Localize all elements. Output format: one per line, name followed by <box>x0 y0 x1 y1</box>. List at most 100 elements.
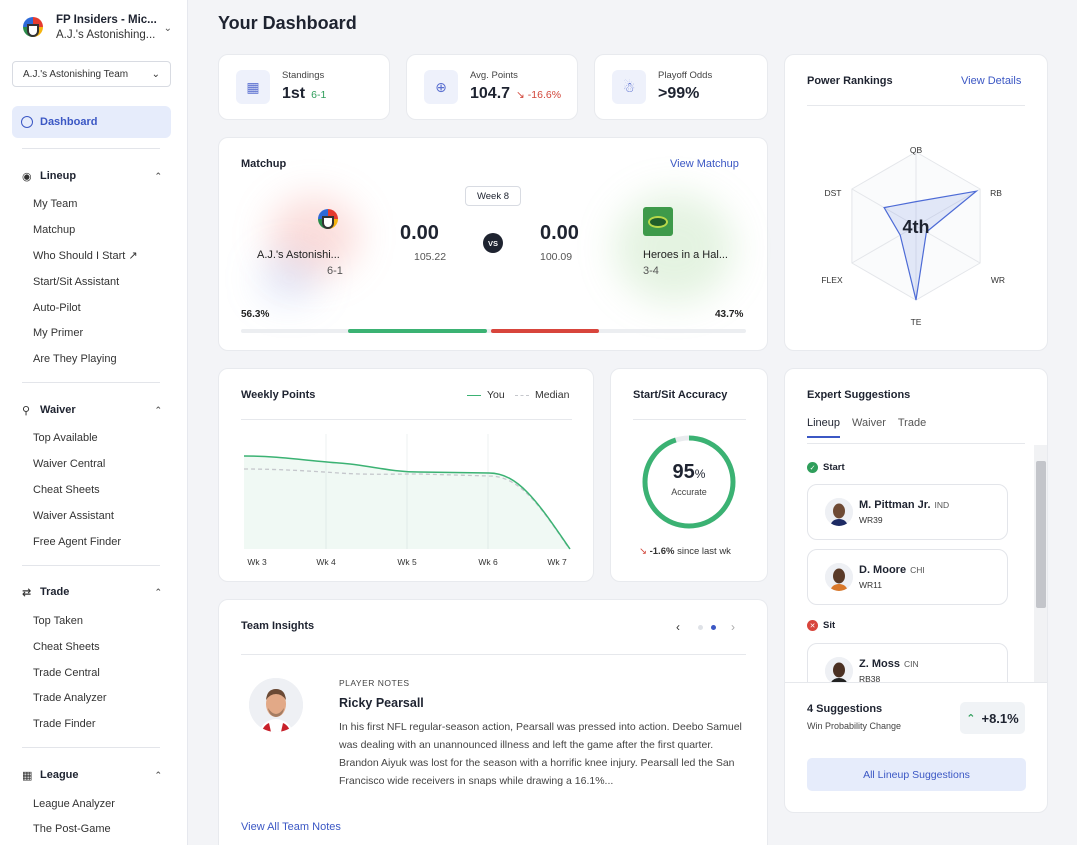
glow <box>269 196 359 276</box>
accuracy-number: 95 <box>672 461 695 483</box>
player-position-rank: WR11 <box>859 580 882 590</box>
view-all-team-notes-link[interactable]: View All Team Notes <box>241 821 341 833</box>
sidebar-item-waiver-assistant[interactable]: Waiver Assistant <box>33 510 114 522</box>
view-details-link[interactable]: View Details <box>961 75 1022 87</box>
player-notes-label: PLAYER NOTES <box>339 678 410 688</box>
sidebar-item-waiver-central[interactable]: Waiver Central <box>33 458 106 470</box>
accuracy-change-label: since last wk <box>677 546 731 557</box>
series-line-median <box>243 468 569 548</box>
sidebar-item-cheat-sheets[interactable]: Cheat Sheets <box>33 484 100 496</box>
divider <box>241 654 746 655</box>
league-team-name: A.J.'s Astonishing... <box>56 29 156 41</box>
search-icon: ⚲ <box>22 404 31 417</box>
scrollbar-thumb[interactable] <box>1036 461 1046 608</box>
sidebar-item-my-team[interactable]: My Team <box>33 198 78 210</box>
sidebar-item-free-agent-finder[interactable]: Free Agent Finder <box>33 536 122 548</box>
player-team: CHI <box>910 565 925 575</box>
sidebar-item-are-they-playing[interactable]: Are They Playing <box>33 353 117 365</box>
divider <box>22 747 160 748</box>
player-name[interactable]: Ricky Pearsall <box>339 696 424 710</box>
home-team-name[interactable]: A.J.'s Astonishi... <box>257 249 340 261</box>
suggestions-list[interactable]: ✓ Start M. Pittman Jr. IND WR39 D. Moore CH… <box>785 445 1034 682</box>
chevron-down-icon: ⌄ <box>151 68 160 80</box>
sidebar-item-top-available[interactable]: Top Available <box>33 432 98 444</box>
suggestion-card[interactable]: Z. Moss CIN RB38 <box>807 643 1008 682</box>
section-waiver[interactable]: ⚲ Waiver ⌃ <box>22 401 162 419</box>
sidebar-item-cheat-sheets[interactable]: Cheat Sheets <box>33 641 100 653</box>
all-lineup-suggestions-button[interactable]: All Lineup Suggestions <box>807 758 1026 791</box>
weekly-points-card: Weekly Points You Median Wk 3 Wk 4 Wk 5 Wk … <box>218 368 594 582</box>
sidebar-item-matchup[interactable]: Matchup <box>33 224 76 236</box>
divider <box>785 682 1047 683</box>
sidebar-item-who-should-i-start[interactable]: Who Should I Start ↗ <box>33 248 138 264</box>
player-headshot-icon <box>825 563 853 591</box>
home-score: 0.00 <box>400 222 439 244</box>
radar-axis-label: FLEX <box>821 275 843 285</box>
chevron-right-icon[interactable]: › <box>731 620 735 634</box>
away-win-bar <box>491 329 599 333</box>
league-switcher[interactable]: FP Insiders - Mic... A.J.'s Astonishing.… <box>22 12 172 44</box>
x-tick-label: Wk 4 <box>316 557 336 567</box>
player-headshot-icon <box>249 678 303 732</box>
suggestion-card[interactable]: M. Pittman Jr. IND WR39 <box>807 484 1008 540</box>
carousel-dot[interactable] <box>698 625 703 630</box>
card-title: Team Insights <box>241 620 315 632</box>
playoff-odds-value: >99% <box>658 85 700 102</box>
chevron-up-icon: ⌃ <box>154 769 162 780</box>
radar-spoke <box>851 225 917 264</box>
section-league[interactable]: ▦ League ⌃ <box>22 766 162 784</box>
chevron-down-icon: ⌄ <box>163 22 172 34</box>
team-select[interactable]: A.J.'s Astonishing Team ⌄ <box>12 61 171 87</box>
view-matchup-link[interactable]: View Matchup <box>670 158 739 170</box>
binoculars-icon: ◉ <box>22 170 32 183</box>
bar-chart-icon: ▦ <box>236 70 270 104</box>
player-name: D. Moore CHI <box>859 564 925 576</box>
tab-lineup[interactable]: Lineup <box>807 417 841 438</box>
section-label: Trade <box>40 586 70 598</box>
divider <box>807 105 1025 106</box>
sidebar-item-my-primer[interactable]: My Primer <box>33 327 84 339</box>
external-link-icon: ↗ <box>128 250 138 262</box>
sidebar-item-league-analyzer[interactable]: League Analyzer <box>33 798 115 810</box>
glow <box>614 193 734 303</box>
player-headshot-icon <box>825 498 853 526</box>
suggestion-card[interactable]: D. Moore CHI WR11 <box>807 549 1008 605</box>
player-name: M. Pittman Jr. IND <box>859 499 949 511</box>
away-team-logo-icon <box>643 207 673 236</box>
sidebar-item-start-sit-assistant[interactable]: Start/Sit Assistant <box>33 276 120 288</box>
stat-label: Avg. Points <box>470 70 518 81</box>
divider <box>807 443 1025 444</box>
radar-spoke <box>915 188 981 227</box>
section-trade[interactable]: ⇄ Trade ⌃ <box>22 583 162 601</box>
sidebar-item-the-post-game[interactable]: The Post-Game <box>33 823 111 835</box>
sidebar-item-trade-analyzer[interactable]: Trade Analyzer <box>33 692 107 704</box>
player-note-text: In his first NFL regular-season action, … <box>339 721 742 787</box>
win-probability-change: ⌃ +8.1% <box>960 702 1025 734</box>
series-area-you <box>244 456 570 549</box>
sidebar-item-trade-central[interactable]: Trade Central <box>33 667 100 679</box>
sidebar-item-top-taken[interactable]: Top Taken <box>33 615 83 627</box>
x-tick-label: Wk 3 <box>247 557 267 567</box>
sidebar-item-auto-pilot[interactable]: Auto-Pilot <box>33 302 81 314</box>
playoff-odds-card: ☃ Playoff Odds >99% <box>594 54 768 120</box>
accuracy-card: Start/Sit Accuracy 95% Accurate ↘ -1.6% … <box>610 368 768 582</box>
nav-dashboard[interactable]: Dashboard <box>12 106 171 138</box>
divider <box>241 419 572 420</box>
player-avatar <box>825 498 853 526</box>
team-insights-card: Team Insights ‹ › PLAYER NOTES Ricky Pea… <box>218 599 768 845</box>
player-position-rank: WR39 <box>859 515 883 525</box>
expert-suggestions-card: Expert Suggestions Lineup Waiver Trade ✓… <box>784 368 1048 813</box>
dashboard-icon <box>21 116 33 128</box>
home-win-pct: 56.3% <box>241 309 270 320</box>
tab-waiver[interactable]: Waiver <box>852 417 886 429</box>
accuracy-ring <box>642 435 736 529</box>
stat-value: 1st 6-1 <box>282 85 326 103</box>
section-lineup[interactable]: ◉ Lineup ⌃ <box>22 167 162 185</box>
away-team-name[interactable]: Heroes in a Hal... <box>643 249 728 261</box>
chevron-left-icon[interactable]: ‹ <box>676 620 680 634</box>
carousel-dot-active[interactable] <box>711 625 716 630</box>
group-label: Sit <box>823 620 836 631</box>
sidebar-item-trade-finder[interactable]: Trade Finder <box>33 718 96 730</box>
suggestion-count-sub: Win Probability Change <box>807 721 902 731</box>
tab-trade[interactable]: Trade <box>897 417 927 429</box>
